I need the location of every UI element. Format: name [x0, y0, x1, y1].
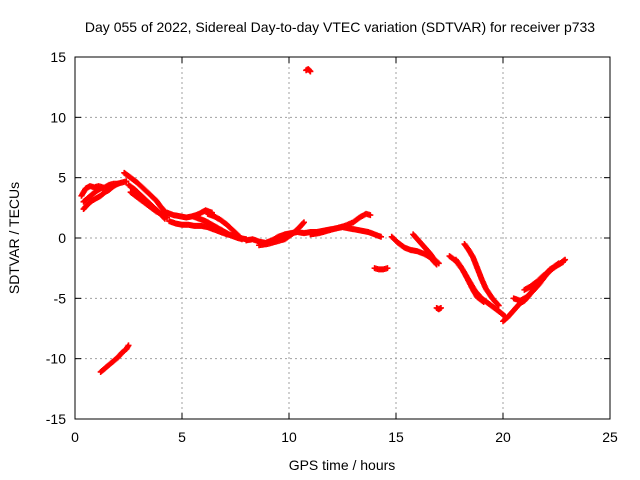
- x-axis-label: GPS time / hours: [289, 457, 396, 473]
- data-point: [437, 304, 444, 311]
- data-point: [495, 302, 502, 309]
- series-arc-14: [371, 265, 391, 273]
- data-point: [559, 259, 566, 266]
- data-point: [480, 298, 487, 305]
- series-arc-mid-3: [307, 210, 374, 238]
- data-point: [125, 342, 132, 349]
- series-arc-descent-c: [127, 189, 171, 221]
- series-arc-negative-early: [97, 342, 132, 375]
- x-tick-label: 15: [388, 429, 404, 445]
- series-arc-plateau-4: [204, 210, 243, 240]
- data-point: [300, 220, 307, 227]
- y-tick-label: 0: [58, 230, 66, 246]
- y-tick-label: -10: [46, 351, 66, 367]
- series-outlier-17: [433, 304, 444, 313]
- data-point: [367, 212, 374, 219]
- data-point: [123, 178, 130, 185]
- y-tick-label: 5: [58, 170, 66, 186]
- series-outlier-high: [303, 66, 314, 75]
- series-arc-18b: [461, 241, 502, 309]
- y-tick-label: -5: [54, 290, 67, 306]
- x-tick-label: 20: [495, 429, 511, 445]
- series-arc-18c: [452, 256, 487, 305]
- data-point: [479, 298, 486, 305]
- data-point: [494, 301, 501, 308]
- series-arc-mid-2: [256, 219, 307, 249]
- x-tick-label: 25: [602, 429, 618, 445]
- data-point: [235, 232, 242, 239]
- data-point: [378, 233, 385, 240]
- data-point: [236, 233, 243, 240]
- y-tick-label: 15: [50, 49, 66, 65]
- x-tick-label: 10: [281, 429, 297, 445]
- y-axis-label: SDTVAR / TECUs: [6, 182, 22, 294]
- data-point: [300, 219, 307, 226]
- series-arc-early-3: [80, 180, 121, 205]
- x-tick-label: 5: [178, 429, 186, 445]
- data-point: [114, 180, 121, 187]
- data-point: [384, 265, 391, 272]
- series-arc-15b: [410, 231, 442, 267]
- y-tick-label: 10: [50, 109, 66, 125]
- x-tick-label: 0: [71, 429, 79, 445]
- series-arc-descent-a: [121, 169, 168, 215]
- plot-frame: [74, 56, 611, 420]
- series-arc-20c: [521, 259, 566, 293]
- chart-title: Day 055 of 2022, Sidereal Day-to-day VTE…: [85, 19, 595, 35]
- y-tick-label: -15: [46, 411, 66, 427]
- data-point: [434, 259, 441, 266]
- data-points: [78, 66, 569, 375]
- data-point: [435, 260, 442, 267]
- data-point: [307, 68, 314, 75]
